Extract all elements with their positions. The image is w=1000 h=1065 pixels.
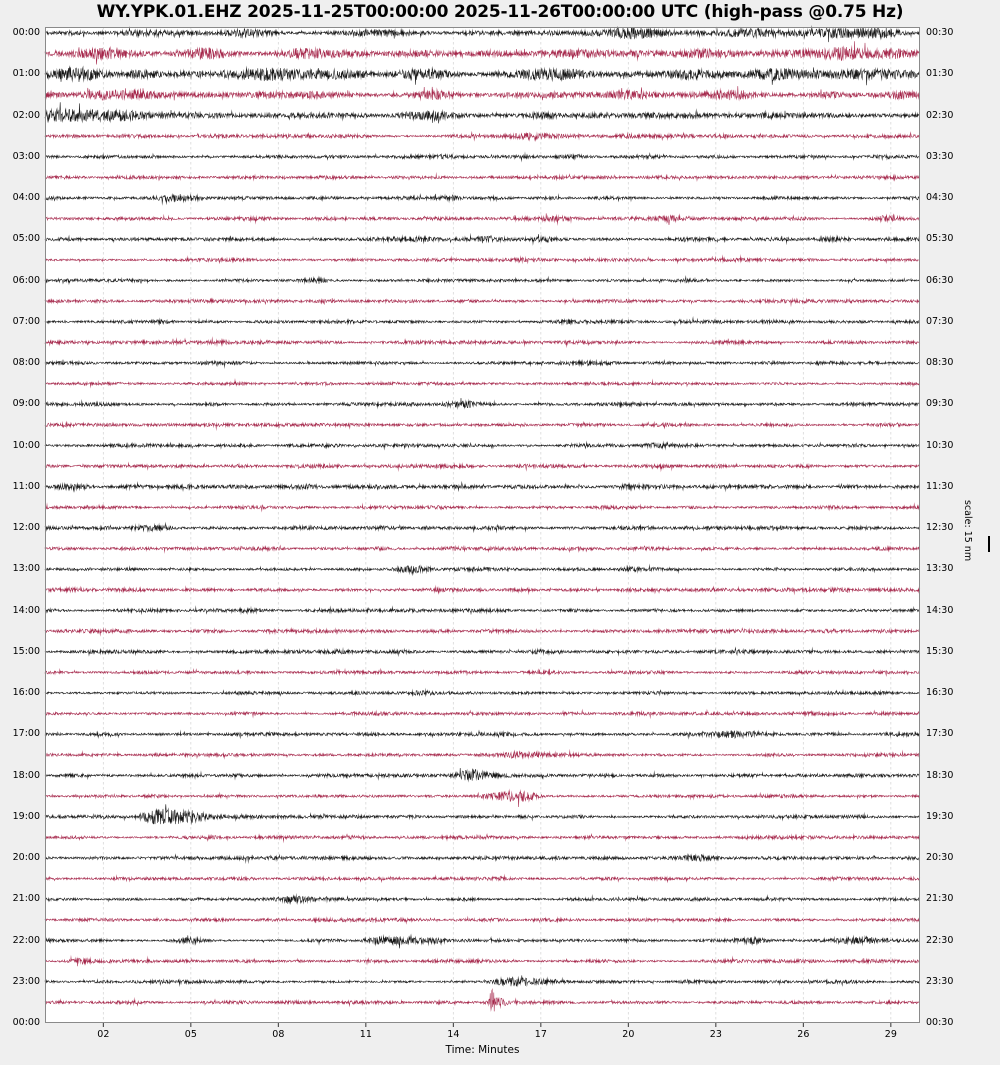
left-time-label: 13:00	[12, 563, 40, 575]
right-time-label: 10:30	[926, 439, 954, 451]
left-time-label: 04:00	[12, 192, 40, 203]
x-tick-label: 11	[359, 1029, 372, 1040]
left-time-label: 11:00	[12, 480, 40, 492]
right-time-label: 16:30	[926, 687, 954, 698]
right-time-label: 23:30	[926, 975, 954, 987]
right-time-label: 17:30	[926, 728, 954, 740]
left-time-label: 21:00	[12, 893, 40, 905]
amplitude-scale-label: scale: 15 nm	[962, 500, 973, 562]
left-time-label: 00:00	[12, 27, 40, 38]
right-time-label: 01:30	[926, 68, 954, 80]
right-time-label: 13:30	[926, 563, 954, 575]
right-time-label: 20:30	[926, 852, 954, 863]
right-time-label: 08:30	[926, 357, 954, 368]
right-time-label: 21:30	[926, 893, 954, 905]
right-time-label: 14:30	[926, 604, 954, 616]
right-time-label: 18:30	[926, 769, 954, 781]
x-tick-label: 02	[97, 1029, 110, 1040]
left-time-label: 07:00	[12, 315, 40, 327]
right-time-label: 09:30	[926, 398, 954, 410]
left-time-label: 16:00	[12, 687, 40, 698]
right-time-label: 04:30	[926, 192, 954, 203]
left-time-label: 02:00	[12, 109, 40, 121]
right-time-label: 12:30	[926, 522, 954, 533]
left-time-label: 20:00	[12, 852, 40, 863]
right-time-label: 22:30	[926, 934, 954, 946]
right-time-label: 00:30	[926, 1017, 954, 1028]
right-time-label: 06:30	[926, 274, 954, 286]
right-time-label: 19:30	[926, 810, 954, 822]
left-time-label: 09:00	[12, 398, 40, 410]
right-time-label: 11:30	[926, 480, 954, 492]
left-time-label: 10:00	[12, 439, 40, 451]
x-tick-label: 05	[184, 1029, 197, 1040]
left-time-label: 03:00	[12, 150, 40, 162]
x-tick-label: 17	[534, 1029, 547, 1040]
x-tick-label: 23	[709, 1029, 722, 1040]
left-time-label: 06:00	[12, 274, 40, 286]
left-time-label: 23:00	[12, 975, 40, 987]
left-time-label: 08:00	[12, 357, 40, 368]
left-time-label: 18:00	[12, 769, 40, 781]
x-tick-label: 08	[272, 1029, 285, 1040]
left-time-label: 17:00	[12, 728, 40, 740]
amplitude-scale-bar	[988, 536, 990, 552]
left-time-label: 05:00	[12, 233, 40, 245]
left-time-label: 01:00	[12, 68, 40, 80]
x-axis-label: Time: Minutes	[445, 1044, 520, 1056]
left-time-label: 12:00	[12, 522, 40, 533]
x-tick-label: 29	[884, 1029, 897, 1040]
right-time-label: 15:30	[926, 645, 954, 657]
left-time-label: 19:00	[12, 810, 40, 822]
x-tick-label: 20	[622, 1029, 635, 1040]
x-tick-label: 26	[797, 1029, 810, 1040]
right-time-label: 02:30	[926, 109, 954, 121]
x-tick-label: 14	[447, 1029, 460, 1040]
left-time-label: 22:00	[12, 934, 40, 946]
right-time-label: 07:30	[926, 315, 954, 327]
left-time-label: 00:00	[12, 1017, 40, 1028]
right-time-label: 00:30	[926, 27, 954, 38]
left-time-label: 14:00	[12, 604, 40, 616]
right-time-label: 03:30	[926, 150, 954, 162]
left-time-label: 15:00	[12, 645, 40, 657]
right-time-label: 05:30	[926, 233, 954, 245]
